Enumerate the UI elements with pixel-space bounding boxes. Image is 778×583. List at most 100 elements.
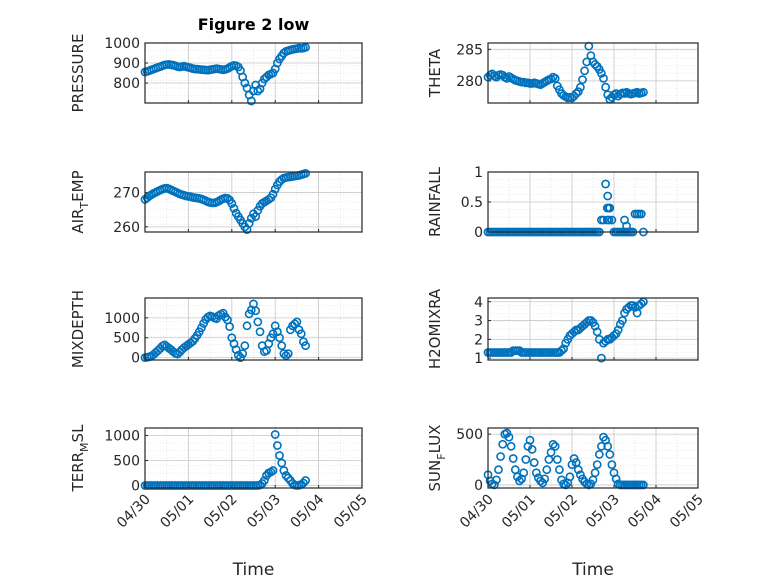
data-point: [290, 319, 300, 329]
data-point: [573, 87, 583, 97]
data-point: [590, 60, 600, 69]
data-point: [590, 321, 600, 331]
y-tick-label: 500: [113, 454, 140, 470]
y-tick-label: 3: [474, 314, 483, 330]
figure-title: Figure 2 low: [198, 15, 310, 34]
data-point: [536, 476, 545, 486]
data-point: [555, 465, 564, 475]
data-point: [578, 75, 587, 85]
data-point: [498, 439, 508, 449]
data-point: [253, 317, 263, 327]
data-point: [251, 306, 261, 316]
data-point: [494, 465, 503, 475]
data-point: [580, 66, 589, 76]
data-point: [590, 468, 600, 478]
data-point: [603, 441, 613, 451]
data-point: [238, 349, 248, 359]
data-point: [622, 221, 631, 231]
data-point: [246, 213, 256, 223]
data-point: [628, 301, 638, 310]
data-series: [140, 299, 310, 363]
data-point: [592, 460, 602, 470]
data-point: [546, 448, 556, 457]
data-point: [521, 455, 531, 464]
data-point: [281, 351, 291, 361]
y-tick-label: 500: [456, 427, 483, 443]
data-point: [281, 471, 291, 480]
data-point: [601, 179, 610, 189]
y-tick-label: 500: [113, 331, 140, 347]
data-point: [569, 327, 579, 337]
data-point: [525, 435, 535, 445]
data-point: [223, 193, 232, 203]
y-tick-label: 0: [474, 478, 483, 494]
data-point: [275, 451, 284, 460]
data-point: [253, 86, 263, 96]
data-point: [618, 316, 627, 325]
data-point: [611, 474, 621, 484]
data-point: [609, 331, 619, 340]
data-point: [542, 465, 552, 475]
data-point: [277, 458, 287, 468]
data-point: [548, 439, 558, 449]
data-point: [559, 344, 568, 354]
data-point: [636, 299, 646, 309]
data-point: [502, 73, 512, 83]
data-point: [582, 318, 592, 327]
data-point: [491, 475, 501, 485]
data-point: [565, 472, 575, 482]
data-point: [527, 444, 537, 454]
data-point: [496, 452, 505, 461]
data-point: [550, 73, 560, 83]
data-point: [292, 317, 302, 327]
data-point: [571, 89, 581, 98]
y-tick-label: 280: [456, 74, 483, 90]
data-point: [504, 432, 514, 442]
data-point: [624, 302, 634, 312]
y-tick-label: 1: [474, 351, 483, 367]
data-point: [582, 57, 592, 67]
data-point: [227, 199, 237, 208]
axes-box: [487, 42, 699, 104]
axes-box: [144, 171, 363, 233]
y-tick-label: 1: [474, 165, 483, 181]
data-point: [515, 476, 524, 486]
data-point: [605, 450, 615, 459]
data-point: [272, 441, 282, 450]
y-axis-label: SUNFLUX: [426, 425, 448, 492]
y-tick-label: 4: [474, 295, 483, 311]
x-axis-label: Time: [232, 560, 275, 580]
data-point: [592, 327, 602, 337]
y-tick-label: 0: [131, 351, 140, 367]
data-point: [540, 474, 550, 484]
subplot-6: 1 2 3 4 H2OMIXRA: [426, 288, 699, 369]
subplot-1: 800 900 1000 PRESSURE: [69, 34, 363, 113]
data-point: [601, 82, 610, 92]
y-tick-label: 0: [474, 225, 483, 241]
y-tick-label: 900: [113, 56, 140, 72]
y-tick-label: 0: [131, 479, 140, 495]
y-axis-label: RAINFALL: [426, 166, 444, 237]
data-point: [639, 87, 648, 97]
data-point: [604, 215, 614, 225]
y-axis-label: MIXDEPTH: [69, 290, 87, 368]
data-point: [301, 43, 310, 52]
data-point: [508, 454, 518, 463]
data-point: [597, 353, 606, 363]
data-point: [552, 455, 562, 464]
y-tick-label: 1000: [104, 36, 140, 52]
data-point: [225, 322, 235, 332]
data-point: [283, 473, 293, 483]
data-point: [597, 68, 606, 78]
y-axis-label: THETA: [426, 48, 444, 98]
y-axis-label: PRESSURE: [69, 34, 87, 113]
data-point: [283, 349, 293, 359]
data-point: [255, 327, 265, 337]
subplot-2: 280 285 THETA: [426, 41, 699, 104]
y-tick-label: 2: [474, 332, 483, 348]
data-point: [603, 191, 613, 201]
data-point: [506, 441, 516, 451]
data-point: [246, 96, 256, 106]
data-point: [576, 82, 585, 92]
data-point: [299, 478, 308, 488]
